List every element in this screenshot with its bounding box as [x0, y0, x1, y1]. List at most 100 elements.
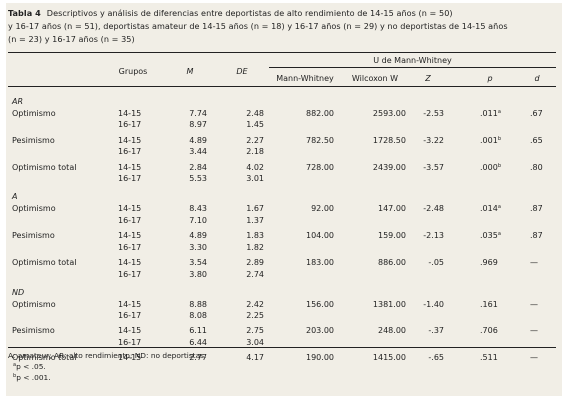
cell-m: 8.43	[189, 204, 207, 214]
cell-wilcoxon: 1415.00	[372, 353, 406, 363]
cell-z: -2.48	[423, 204, 444, 214]
cell-p: .511	[480, 353, 498, 363]
cell-z: -2.53	[423, 108, 444, 118]
table-rule	[269, 67, 556, 68]
p-value: .000	[480, 162, 498, 172]
cell-m: 7.10	[189, 215, 207, 225]
p-significance-marker: b	[497, 135, 501, 142]
cell-grupo: 16-17	[118, 338, 142, 348]
p-value: .011	[480, 108, 498, 118]
col-header-u-mann-whitney: U de Mann-Whitney	[373, 56, 452, 65]
cell-m: 2.84	[189, 162, 207, 172]
caption-line-2: y 16-17 años (n = 51), deportistas amate…	[8, 21, 508, 31]
cell-de: 1.45	[246, 120, 264, 130]
cell-de: 1.37	[246, 215, 264, 225]
cell-d: .65	[530, 135, 543, 145]
table-rule	[8, 347, 556, 348]
col-header-p: p	[487, 74, 493, 83]
cell-wilcoxon: 2439.00	[372, 162, 406, 172]
col-header-mann-whitney: Mann-Whitney	[276, 74, 334, 83]
cell-mann-whitney: 92.00	[311, 204, 334, 214]
cell-m: 3.54	[189, 257, 207, 267]
p-value: .014	[480, 204, 498, 214]
cell-wilcoxon: 159.00	[378, 231, 406, 240]
cell-de: 2.89	[246, 257, 264, 267]
cell-z: -.37	[428, 326, 444, 336]
cell-m: 6.44	[189, 338, 207, 348]
p-significance-marker: a	[497, 204, 501, 211]
cell-z: -.65	[428, 353, 444, 363]
cell-p: .969	[480, 258, 498, 268]
cell-grupo: 14-15	[118, 353, 142, 363]
cell-mann-whitney: 728.00	[306, 162, 334, 172]
cell-z: -3.22	[423, 135, 444, 145]
cell-de: 2.18	[246, 147, 264, 157]
cell-mann-whitney: 104.00	[306, 231, 334, 240]
cell-grupo: 14-15	[118, 299, 142, 309]
cell-p: .001b	[480, 136, 501, 146]
col-header-grupos: Grupos	[118, 67, 148, 76]
cell-d: .67	[530, 108, 543, 118]
row-variable-name: Optimismo	[12, 299, 56, 309]
p-value: .706	[480, 326, 498, 336]
cell-grupo: 16-17	[118, 174, 142, 184]
cell-m: 7.74	[189, 108, 207, 118]
cell-p: .035a	[480, 231, 501, 241]
cell-de: 2.48	[246, 108, 264, 118]
cell-de: 1.67	[246, 204, 264, 214]
p-value: .511	[480, 353, 498, 363]
cell-m: 3.44	[189, 147, 207, 157]
row-variable-name: Pesimismo	[12, 231, 55, 240]
cell-de: 1.83	[246, 231, 264, 240]
cell-m: 8.97	[189, 120, 207, 130]
cell-de: 3.01	[246, 174, 264, 184]
cell-mann-whitney: 203.00	[306, 326, 334, 336]
cell-de: 2.25	[246, 311, 264, 321]
cell-m: 2.77	[189, 353, 207, 363]
cell-z: -2.13	[423, 231, 444, 240]
cell-de: 1.82	[246, 242, 264, 252]
cell-d: —	[530, 257, 538, 267]
cell-de: 4.17	[246, 353, 264, 363]
cell-wilcoxon: 886.00	[378, 257, 406, 267]
row-variable-name: Optimismo	[12, 204, 56, 214]
row-variable-name: Pesimismo	[12, 326, 55, 336]
caption-line-1: Descriptivos y análisis de diferencias e…	[46, 8, 453, 18]
row-variable-name: Optimismo total	[12, 353, 77, 363]
p-significance-marker: a	[497, 231, 501, 237]
row-variable-name: Optimismo total	[12, 162, 77, 172]
cell-p: .706	[480, 326, 498, 336]
table-caption: Tabla 4 Descriptivos y análisis de difere…	[8, 7, 556, 46]
cell-wilcoxon: 1728.50	[372, 135, 406, 145]
cell-p: .014a	[480, 204, 501, 214]
cell-wilcoxon: 147.00	[378, 204, 406, 214]
cell-grupo: 16-17	[118, 215, 142, 225]
cell-mann-whitney: 882.00	[306, 108, 334, 118]
cell-grupo: 16-17	[118, 269, 142, 279]
cell-d: .80	[530, 162, 543, 172]
cell-grupo: 14-15	[118, 326, 142, 336]
col-header-wilcoxon: Wilcoxon W	[351, 74, 399, 83]
cell-mann-whitney: 156.00	[306, 299, 334, 309]
footnote-b: bp < .001.	[13, 373, 51, 382]
cell-d: —	[530, 326, 538, 336]
col-header-z: Z	[425, 74, 431, 83]
cell-z: -3.57	[423, 162, 444, 172]
cell-grupo: 16-17	[118, 147, 142, 157]
cell-m: 4.89	[189, 231, 207, 240]
cell-wilcoxon: 248.00	[378, 326, 406, 336]
row-variable-name: Pesimismo	[12, 135, 55, 145]
cell-wilcoxon: 2593.00	[372, 108, 406, 118]
table-frame	[6, 3, 562, 396]
col-header-de: DE	[236, 67, 248, 76]
cell-de: 2.42	[246, 299, 264, 309]
p-significance-marker: b	[497, 162, 501, 169]
footnote-a: ap < .05.	[13, 362, 46, 371]
col-header-m: M	[186, 67, 194, 76]
section-label: AR	[12, 97, 24, 106]
cell-grupo: 16-17	[118, 120, 142, 130]
section-label: ND	[12, 287, 25, 297]
cell-z: -1.40	[423, 299, 444, 309]
table-rule	[8, 52, 556, 53]
cell-m: 3.80	[189, 269, 207, 279]
